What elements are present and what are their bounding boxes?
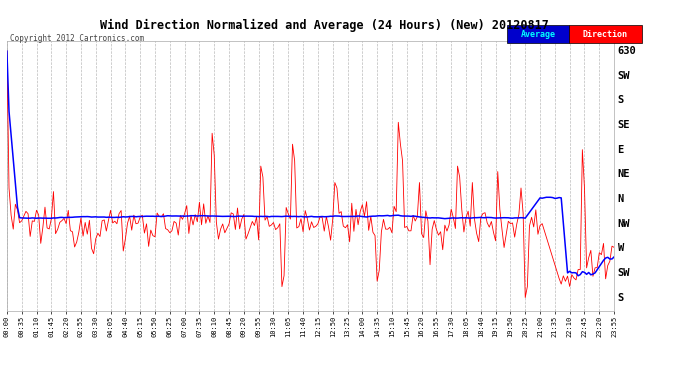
Text: N: N bbox=[618, 194, 624, 204]
Text: NW: NW bbox=[618, 219, 630, 229]
Text: SW: SW bbox=[618, 71, 630, 81]
Text: Direction: Direction bbox=[582, 30, 628, 39]
Text: 630: 630 bbox=[618, 46, 636, 56]
Text: S: S bbox=[618, 95, 624, 105]
Text: Average: Average bbox=[521, 30, 555, 39]
Text: Copyright 2012 Cartronics.com: Copyright 2012 Cartronics.com bbox=[10, 34, 144, 43]
Text: W: W bbox=[618, 243, 624, 253]
Text: SW: SW bbox=[618, 268, 630, 278]
Text: E: E bbox=[618, 145, 624, 155]
Text: S: S bbox=[618, 292, 624, 303]
Text: Wind Direction Normalized and Average (24 Hours) (New) 20120817: Wind Direction Normalized and Average (2… bbox=[100, 19, 549, 32]
Text: NE: NE bbox=[618, 170, 630, 179]
Text: SE: SE bbox=[618, 120, 630, 130]
